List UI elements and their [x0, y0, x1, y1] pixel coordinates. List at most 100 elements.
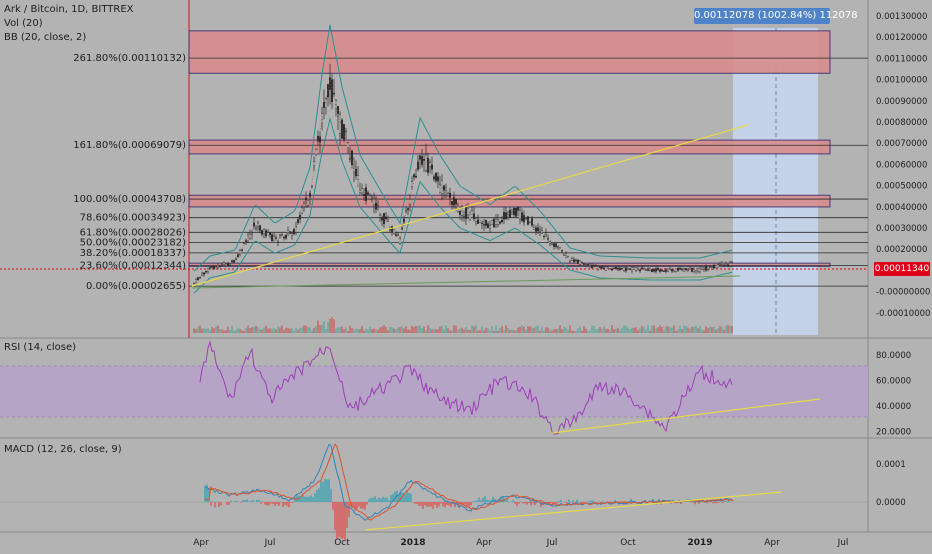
volume-bar	[243, 331, 245, 333]
macd-histogram-bar	[340, 502, 342, 539]
macd-histogram-bar	[470, 502, 472, 505]
volume-bar	[665, 326, 667, 333]
macd-histogram-bar	[276, 502, 278, 504]
candle-body	[381, 218, 383, 220]
volume-bar	[411, 326, 413, 333]
macd-histogram-bar	[290, 502, 292, 503]
fib-label: 0.00%(0.00002655)	[86, 281, 186, 292]
volume-bar	[537, 326, 539, 333]
bollinger-legend[interactable]: BB (20, close, 2)	[4, 32, 86, 43]
candle-body	[279, 234, 281, 235]
candle-body	[699, 269, 701, 272]
macd-histogram-bar	[440, 502, 442, 503]
volume-bar	[233, 331, 235, 333]
volume-bar	[473, 327, 475, 333]
time-tick-label: Jul	[837, 538, 849, 548]
volume-bar	[229, 330, 231, 333]
macd-histogram-bar	[308, 497, 310, 502]
volume-bar	[447, 328, 449, 333]
macd-histogram-bar	[288, 502, 290, 507]
macd-histogram-bar	[304, 496, 306, 502]
volume-bar	[339, 327, 341, 333]
candle-body	[647, 269, 649, 271]
candle-body	[511, 213, 513, 214]
candle-body	[341, 120, 343, 139]
macd-histogram-bar	[342, 502, 344, 539]
rsi-legend[interactable]: RSI (14, close)	[4, 342, 76, 353]
macd-histogram-bar	[478, 497, 480, 502]
volume-bar	[195, 329, 197, 333]
price-tick-label: 0.00110000	[876, 54, 927, 64]
candle-body	[383, 213, 385, 223]
candle-body	[679, 268, 681, 269]
volume-bar	[369, 327, 371, 333]
volume-bar	[581, 331, 583, 333]
candle-body	[307, 201, 309, 206]
candle-body	[497, 220, 499, 224]
volume-bar	[697, 328, 699, 333]
macd-histogram-bar	[486, 500, 488, 502]
volume-bar	[327, 322, 329, 333]
volume-bar	[377, 330, 379, 333]
volume-bar	[595, 329, 597, 333]
volume-bar	[691, 327, 693, 333]
candle-body	[413, 175, 415, 177]
macd-tick-label: 0.0001	[876, 460, 906, 470]
macd-histogram-bar	[716, 502, 718, 503]
candle-body	[303, 204, 305, 207]
volume-bar	[407, 329, 409, 333]
volume-bar	[379, 328, 381, 333]
candle-body	[467, 208, 469, 215]
macd-histogram-bar	[530, 502, 532, 505]
volume-bar	[607, 329, 609, 333]
volume-bar	[301, 327, 303, 333]
macd-histogram-bar	[408, 493, 410, 502]
symbol-legend[interactable]: Ark / Bitcoin, 1D, BITTREX	[4, 4, 134, 15]
volume-bar	[265, 326, 267, 333]
volume-bar	[689, 329, 691, 333]
candle-body	[275, 238, 277, 239]
volume-bar	[589, 330, 591, 333]
price-tick-label: -0.00010000	[876, 309, 930, 319]
macd-histogram-bar	[298, 496, 300, 502]
candle-body	[523, 215, 525, 222]
volume-bar	[293, 331, 295, 333]
volume-bar	[255, 326, 257, 333]
volume-bar	[641, 326, 643, 333]
volume-bar	[723, 330, 725, 333]
volume-bar	[235, 330, 237, 333]
candle-body	[507, 213, 509, 215]
candle-body	[665, 269, 667, 271]
candle-body	[365, 188, 367, 201]
candle-body	[519, 211, 521, 219]
macd-histogram-bar	[334, 502, 336, 530]
volume-bar	[425, 330, 427, 333]
rsi-tick-label: 20.0000	[876, 428, 911, 438]
macd-histogram-bar	[480, 500, 482, 502]
candle-body	[361, 189, 363, 193]
macd-histogram-bar	[274, 502, 276, 506]
candle-body	[431, 165, 433, 169]
volume-bar	[351, 328, 353, 333]
volume-bar	[389, 327, 391, 333]
candle-body	[287, 230, 289, 232]
macd-histogram-bar	[370, 498, 372, 502]
time-tick-label: Oct	[620, 538, 636, 548]
volume-bar	[725, 326, 727, 333]
volume-bar	[431, 330, 433, 333]
macd-legend[interactable]: MACD (12, 26, close, 9)	[4, 444, 122, 455]
volume-bar	[731, 326, 733, 333]
candle-body	[443, 186, 445, 191]
volume-bar	[355, 329, 357, 333]
volume-bar	[399, 327, 401, 333]
volume-legend[interactable]: Vol (20)	[4, 18, 43, 29]
volume-bar	[667, 326, 669, 333]
macd-histogram-bar	[522, 502, 524, 504]
macd-histogram-bar	[358, 502, 360, 507]
fib-zone	[189, 140, 830, 154]
candle-body	[635, 268, 637, 271]
candle-body	[721, 263, 723, 264]
candle-body	[291, 234, 293, 235]
